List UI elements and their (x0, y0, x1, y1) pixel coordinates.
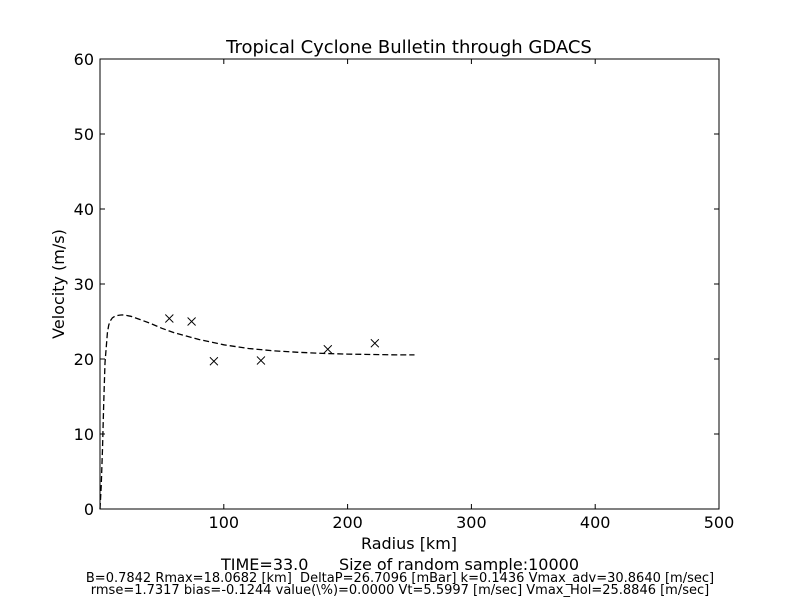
y-tick-label: 20 (74, 350, 94, 369)
chart-title: Tropical Cyclone Bulletin through GDACS (225, 37, 592, 58)
footer-line-1: TIME=33.0 Size of random sample:10000 (220, 555, 579, 574)
data-point (323, 344, 333, 354)
x-tick-label: 400 (580, 513, 611, 532)
y-tick-label: 0 (84, 500, 94, 519)
footer-line-3: rmse=1.7317 bias=-0.1244 value(\%)=0.000… (91, 583, 709, 598)
y-tick-label: 10 (74, 425, 94, 444)
footer-line-2: B=0.7842 Rmax=18.0682 [km] DeltaP=26.709… (86, 571, 714, 586)
data-point (256, 356, 266, 365)
data-point (187, 317, 196, 326)
data-point (165, 314, 174, 323)
x-tick-label: 100 (209, 513, 240, 532)
data-point (370, 338, 380, 348)
x-axis: 100 200 300 400 500 (209, 59, 735, 532)
y-tick-label: 30 (74, 275, 94, 294)
series-line (99, 314, 415, 510)
plot-area (99, 314, 415, 510)
y-tick-label: 50 (74, 125, 94, 144)
y-axis: 0 10 20 30 40 50 60 (74, 50, 719, 519)
y-axis-label: Velocity (m/s) (49, 229, 68, 339)
y-tick-label: 40 (74, 200, 94, 219)
x-tick-label: 500 (704, 513, 735, 532)
data-point (209, 356, 219, 366)
plot-frame (99, 58, 720, 510)
x-axis-label: Radius [km] (361, 534, 457, 553)
y-tick-label: 60 (74, 50, 94, 69)
x-tick-label: 200 (332, 513, 363, 532)
x-tick-label: 300 (456, 513, 487, 532)
